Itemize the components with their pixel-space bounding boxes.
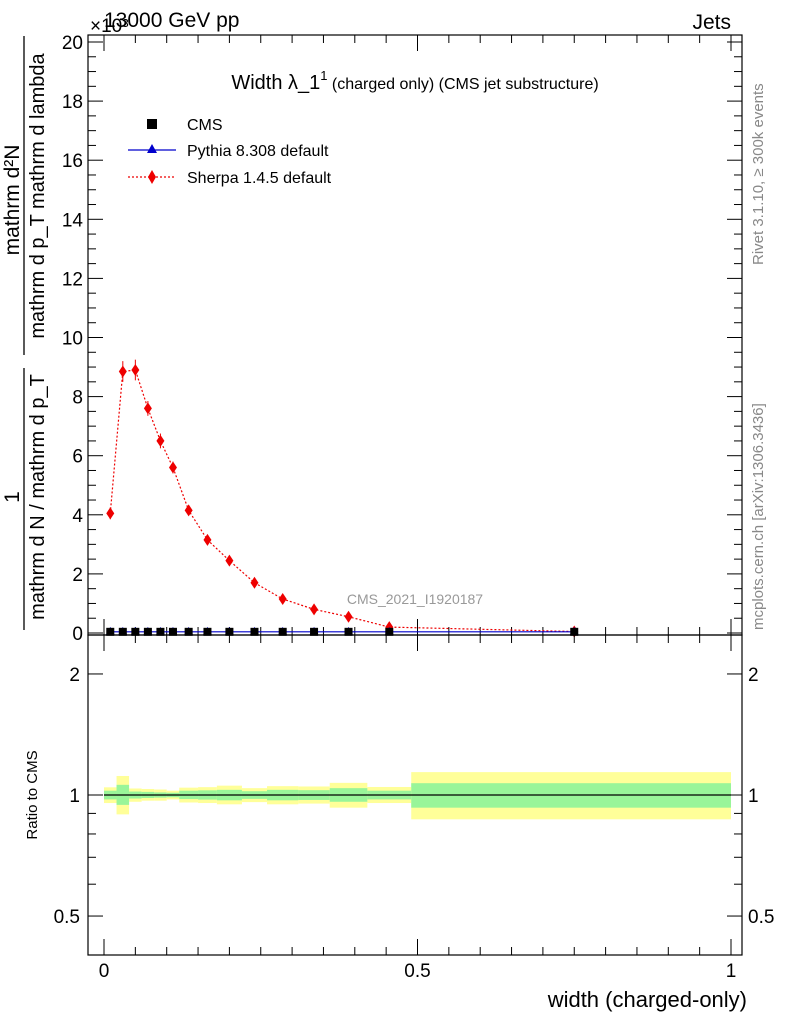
cms-point bbox=[143, 627, 152, 636]
sherpa-point bbox=[106, 507, 115, 520]
ratio-y-tick-label-left: 2 bbox=[69, 665, 80, 686]
y-tick-label: 20 bbox=[62, 33, 83, 54]
cms-point bbox=[156, 627, 165, 636]
cms-point bbox=[250, 627, 259, 636]
main-plot-panel: 0 2 4 6 8 10 12 14 16 18 20 Width λ_11 (charged on… bbox=[62, 33, 743, 645]
ylabel-top-numerator: 1 bbox=[1, 491, 24, 503]
x-tick-label: 1 bbox=[726, 961, 737, 982]
ratio-y-tick-label-left: 1 bbox=[69, 786, 80, 807]
y-tick-label: 14 bbox=[62, 210, 84, 231]
legend-label: Sherpa 1.4.5 default bbox=[187, 170, 332, 187]
cms-point bbox=[344, 627, 353, 636]
sherpa-point bbox=[344, 610, 353, 623]
header-right-label: Jets bbox=[692, 11, 731, 34]
y-tick-label: 8 bbox=[72, 388, 83, 409]
plot-title: Width λ_11 (charged only) (CMS jet subst… bbox=[231, 68, 598, 94]
y-tick-label: 12 bbox=[62, 269, 83, 290]
ylabel-right-numerator: mathrm d²N bbox=[1, 145, 24, 256]
y-tick-label: 4 bbox=[72, 506, 83, 527]
x-tick-label: 0 bbox=[99, 961, 110, 982]
sherpa-point bbox=[203, 533, 212, 546]
main-y-axis: 0 2 4 6 8 10 12 14 16 18 20 bbox=[62, 33, 742, 645]
sherpa-point bbox=[250, 576, 259, 589]
sherpa-point bbox=[143, 402, 152, 415]
ratio-y-tick-label-right: 1 bbox=[748, 786, 759, 807]
watermark: CMS_2021_I1920187 bbox=[347, 591, 483, 607]
sherpa-point bbox=[118, 365, 127, 378]
mcplots-label: mcplots.cern.ch [arXiv:1306.3436] bbox=[750, 403, 767, 630]
ratio-bands bbox=[104, 772, 731, 820]
cms-point bbox=[184, 627, 193, 636]
ylabel-top-denominator: mathrm d N / mathrm d p_T bbox=[27, 374, 49, 620]
legend-pythia-marker bbox=[147, 144, 157, 153]
cms-point bbox=[278, 627, 287, 636]
ratio-x-axis: 0 0.5 1 bbox=[99, 635, 737, 982]
ratio-y-tick-label-left: 0.5 bbox=[54, 907, 80, 928]
plot-title-suffix: (charged only) (CMS jet substructure) bbox=[327, 76, 598, 93]
legend: CMS Pythia 8.308 default Sherpa 1.4.5 defa… bbox=[128, 117, 332, 187]
legend-sherpa-marker bbox=[148, 170, 156, 184]
exponent-label: ×10³ bbox=[90, 16, 129, 37]
main-series-group bbox=[105, 359, 579, 638]
legend-label: CMS bbox=[187, 117, 223, 134]
main-y-label: 1 mathrm d N / mathrm d p_T mathrm d²N m… bbox=[1, 36, 49, 630]
sherpa-point bbox=[156, 434, 165, 447]
rivet-label: Rivet 3.1.10, ≥ 300k events bbox=[750, 83, 767, 265]
sherpa-point bbox=[225, 554, 234, 567]
legend-label: Pythia 8.308 default bbox=[187, 143, 329, 160]
y-tick-label: 16 bbox=[62, 151, 83, 172]
sherpa-point bbox=[278, 593, 287, 606]
plot-title-main: Width λ_1 bbox=[231, 72, 320, 94]
header-left-label: 13000 GeV pp bbox=[104, 9, 239, 32]
x-tick-label: 0.5 bbox=[404, 961, 430, 982]
cms-point bbox=[225, 627, 234, 636]
cms-point bbox=[118, 627, 127, 636]
cms-point bbox=[168, 627, 177, 636]
cms-point bbox=[310, 627, 319, 636]
y-tick-label: 18 bbox=[62, 92, 83, 113]
ratio-y-axis: 0.5 0.5 1 1 2 2 bbox=[54, 665, 774, 956]
sherpa-point bbox=[310, 603, 319, 616]
y-tick-label: 6 bbox=[72, 447, 83, 468]
cms-point bbox=[106, 627, 115, 636]
ratio-y-label: Ratio to CMS bbox=[24, 750, 41, 839]
sherpa-point bbox=[184, 504, 193, 517]
plot-title-sup: 1 bbox=[320, 68, 327, 83]
sherpa-point bbox=[131, 364, 140, 377]
cms-point bbox=[203, 627, 212, 636]
legend-cms-marker bbox=[147, 119, 157, 129]
y-tick-label: 10 bbox=[62, 329, 83, 350]
cms-point bbox=[570, 627, 579, 636]
sherpa-line bbox=[109, 369, 575, 633]
sherpa-point bbox=[168, 461, 177, 474]
y-tick-label: 2 bbox=[72, 565, 83, 586]
x-axis-label: width (charged-only) bbox=[547, 987, 747, 1012]
ratio-plot-panel: 0.5 0.51 12 2 0 0.5 1 bbox=[54, 634, 774, 982]
ratio-y-tick-label-right: 0.5 bbox=[748, 907, 774, 928]
y-tick-label: 0 bbox=[72, 624, 83, 645]
cms-point bbox=[131, 627, 140, 636]
ylabel-right-denominator: mathrm d p_T mathrm d lambda bbox=[27, 52, 49, 338]
ratio-y-tick-label-right: 2 bbox=[748, 665, 759, 686]
cms-point bbox=[385, 627, 394, 636]
